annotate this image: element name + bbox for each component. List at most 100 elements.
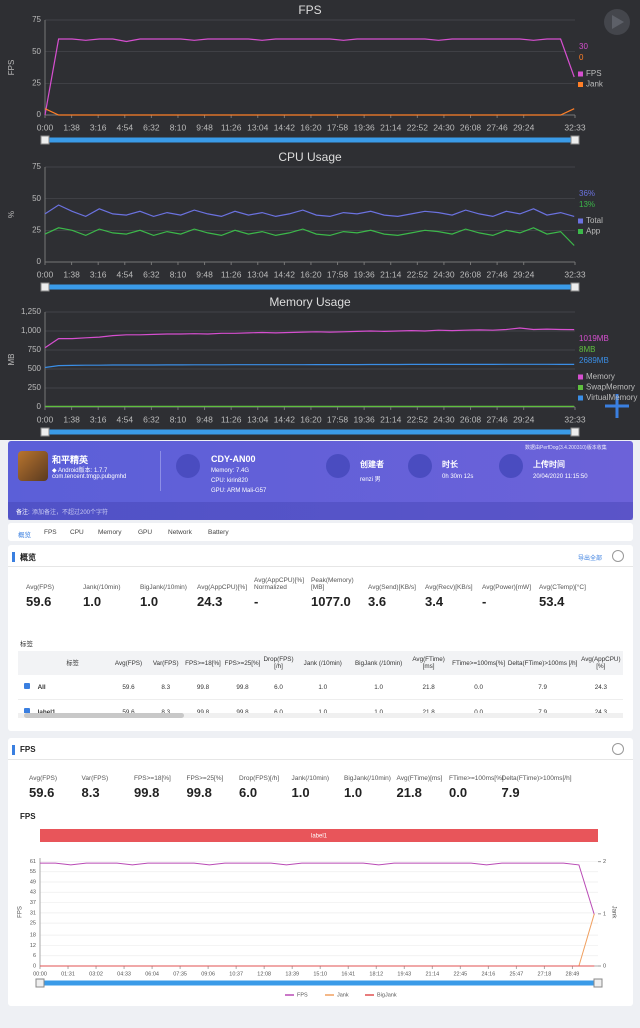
collapse-button[interactable] bbox=[612, 743, 624, 755]
x-tick-label: 3:16 bbox=[90, 414, 107, 424]
x-tick-label: 14:42 bbox=[274, 269, 296, 279]
tab[interactable]: GPU bbox=[138, 529, 153, 536]
metric-label: Avg(FTime)[ms] bbox=[396, 775, 443, 782]
checkbox-cell bbox=[18, 700, 37, 718]
metric-value: 1077.0 bbox=[311, 594, 351, 609]
metric: Avg(FTime)[ms] 21.8 bbox=[397, 766, 450, 800]
x-tick-label: 24:30 bbox=[433, 414, 455, 424]
gpu: GPU: ARM Mali-G57 bbox=[211, 488, 267, 494]
tab[interactable]: Memory bbox=[98, 529, 122, 536]
note[interactable]: 添加备注，不超过200个字符 bbox=[32, 510, 109, 516]
x-tick-label: 8:10 bbox=[170, 122, 187, 132]
export-all[interactable]: 导出全部 bbox=[578, 556, 603, 562]
play-icon bbox=[612, 15, 624, 29]
series-line bbox=[44, 108, 575, 116]
metric-label: Avg(FPS) bbox=[26, 584, 55, 591]
x-tick-label: 1:38 bbox=[63, 414, 80, 424]
y-tick-label: 0 bbox=[37, 257, 42, 266]
slider-handle[interactable] bbox=[40, 282, 50, 292]
current-value: 13% bbox=[579, 200, 595, 209]
tab[interactable]: CPU bbox=[70, 529, 84, 536]
legend-swatch bbox=[578, 395, 583, 401]
metric: Avg(Send)[KB/s] 3.6 bbox=[368, 575, 425, 609]
slider-handle[interactable] bbox=[40, 427, 50, 437]
header-cell: Avg(FTime) [ms] bbox=[412, 656, 445, 670]
slider-handle[interactable] bbox=[593, 978, 603, 988]
metric: Avg(FPS) 59.6 bbox=[29, 766, 82, 800]
range-slider[interactable] bbox=[45, 137, 575, 143]
x-tick-label: 04:33 bbox=[117, 971, 131, 977]
legend-label: App bbox=[586, 227, 601, 236]
x-tick-label: 26:08 bbox=[460, 122, 482, 132]
range-slider[interactable] bbox=[45, 429, 575, 435]
metric-value: 3.6 bbox=[368, 594, 387, 609]
x-tick-label: 8:10 bbox=[170, 414, 187, 424]
title-marker bbox=[12, 552, 15, 562]
slider-handle[interactable] bbox=[570, 427, 580, 437]
x-tick-label: 19:43 bbox=[397, 971, 411, 977]
legend-swatch bbox=[578, 385, 583, 390]
x-tick-label: 22:52 bbox=[407, 414, 429, 424]
legend-swatch bbox=[578, 374, 583, 380]
metric-value: 1.0 bbox=[83, 594, 102, 609]
metric: Var(FPS) 8.3 bbox=[82, 766, 135, 800]
legend-label: SwapMemory bbox=[586, 383, 635, 392]
y-tick-label: 43 bbox=[30, 890, 36, 896]
x-tick-label: 18:12 bbox=[369, 971, 383, 977]
x-tick-label: 19:36 bbox=[353, 122, 375, 132]
slider-handle[interactable] bbox=[35, 978, 45, 988]
metric: FTime>=100ms[%] 0.0 bbox=[449, 766, 504, 800]
creator-title: 创建者 bbox=[360, 460, 384, 469]
table-cell: 6.0 bbox=[274, 708, 283, 716]
slider-handle[interactable] bbox=[40, 135, 50, 145]
slider-handle[interactable] bbox=[570, 282, 580, 292]
legend-label: Total bbox=[586, 216, 603, 225]
x-tick-label: 9:48 bbox=[196, 269, 213, 279]
range-slider[interactable] bbox=[45, 284, 575, 290]
collapse-button[interactable] bbox=[612, 550, 624, 562]
metric-value: 99.8 bbox=[134, 785, 160, 800]
header-card: 和平精英 ◆ Android版本: 1.7.7 com.tencent.tmgp… bbox=[8, 441, 633, 520]
table-cell: 1.0 bbox=[374, 683, 383, 691]
x-tick-label: 00:00 bbox=[33, 971, 47, 977]
table-cell: 8.3 bbox=[161, 708, 171, 716]
checkbox[interactable] bbox=[24, 683, 31, 689]
table-cell: label1 bbox=[37, 708, 56, 716]
x-tick-label: 0:00 bbox=[37, 269, 54, 279]
metric-label: BigJank(/10min) bbox=[140, 584, 187, 591]
metric-value: 21.8 bbox=[396, 785, 422, 800]
y-tick-label: 75 bbox=[32, 162, 41, 171]
tab[interactable]: FPS bbox=[44, 529, 57, 536]
series-line bbox=[44, 38, 575, 116]
table-cell: 99.8 bbox=[236, 708, 249, 716]
tab[interactable]: Network bbox=[168, 529, 192, 536]
x-tick-label: 0:00 bbox=[37, 122, 54, 132]
x-tick-label: 06:04 bbox=[145, 971, 159, 977]
x-tick-label: 9:48 bbox=[196, 414, 213, 424]
app-version: ◆ Android版本: 1.7.7 bbox=[52, 468, 108, 474]
range-slider[interactable] bbox=[40, 980, 598, 986]
checkbox[interactable] bbox=[24, 708, 31, 714]
table-cell: 99.8 bbox=[236, 683, 249, 691]
current-value: 1019MB bbox=[579, 334, 609, 343]
y-tick-label: 50 bbox=[32, 194, 41, 203]
y-tick-label: 750 bbox=[28, 345, 42, 354]
tab[interactable]: 概览 bbox=[18, 532, 31, 539]
header-cell bbox=[18, 651, 37, 675]
legend-label: FPS bbox=[586, 69, 602, 78]
add-button[interactable] bbox=[605, 394, 629, 418]
slider-handle[interactable] bbox=[570, 135, 580, 145]
y-axis-label: MB bbox=[7, 354, 16, 366]
x-tick-label: 22:52 bbox=[407, 269, 429, 279]
tab[interactable]: Battery bbox=[208, 529, 229, 536]
x-tick-label: 8:10 bbox=[170, 269, 187, 279]
header-cell: Avg(AppCPU) [%] bbox=[581, 656, 621, 670]
y-tick-label: 75 bbox=[32, 15, 41, 24]
fps-section-title: FPS bbox=[20, 745, 36, 754]
x-tick-label: 4:54 bbox=[117, 122, 134, 132]
table-cell: 21.8 bbox=[422, 683, 435, 691]
current-value: 36% bbox=[579, 189, 595, 198]
metric-value: 1.0 bbox=[291, 785, 310, 800]
scrollbar-thumb[interactable] bbox=[24, 713, 184, 718]
x-tick-label: 01:31 bbox=[61, 971, 75, 977]
